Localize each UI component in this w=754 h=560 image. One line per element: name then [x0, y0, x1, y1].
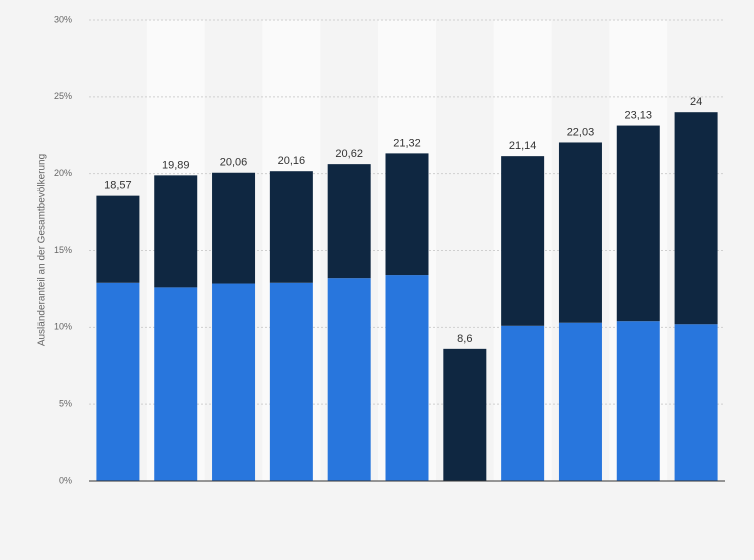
y-tick-label: 30% [54, 14, 72, 24]
y-axis-title: Ausländeranteil an der Gesamtbevölkerung [37, 154, 48, 346]
bar-segment [385, 153, 429, 276]
bar-segment [212, 283, 256, 481]
value-label: 23,13 [625, 109, 653, 121]
bar-segment [154, 175, 198, 288]
bar-segment [269, 282, 313, 481]
bar-segment [616, 321, 660, 481]
y-tick-label: 0% [59, 475, 72, 485]
bar-segment [269, 171, 313, 283]
y-tick-label: 20% [54, 168, 72, 178]
bar-segment [558, 322, 602, 481]
bar-segment [443, 348, 487, 481]
bar-segment [96, 282, 140, 481]
y-tick-label: 15% [54, 245, 72, 255]
bar-segment [674, 324, 718, 481]
bar-segment [616, 125, 660, 322]
y-tick-label: 25% [54, 91, 72, 101]
bar-segment [558, 142, 602, 323]
value-label: 20,06 [220, 157, 248, 169]
value-label: 24 [690, 96, 702, 108]
bar-segment [674, 112, 718, 325]
bar-segment [501, 325, 545, 481]
bar-segment [385, 275, 429, 481]
bar-segment [96, 195, 140, 283]
value-label: 20,16 [278, 155, 306, 167]
y-tick-label: 10% [54, 322, 72, 332]
value-label: 22,03 [567, 126, 595, 138]
value-label: 21,32 [393, 137, 421, 149]
bar-segment [154, 287, 198, 481]
value-label: 21,14 [509, 140, 537, 152]
bar-segment [327, 278, 371, 481]
bar-segment [501, 156, 545, 326]
value-label: 20,62 [335, 148, 363, 160]
bar-segment [212, 172, 256, 284]
value-label: 8,6 [457, 333, 472, 345]
value-label: 19,89 [162, 159, 190, 171]
value-label: 18,57 [104, 180, 132, 192]
y-tick-label: 5% [59, 399, 72, 409]
bar-segment [327, 164, 371, 279]
